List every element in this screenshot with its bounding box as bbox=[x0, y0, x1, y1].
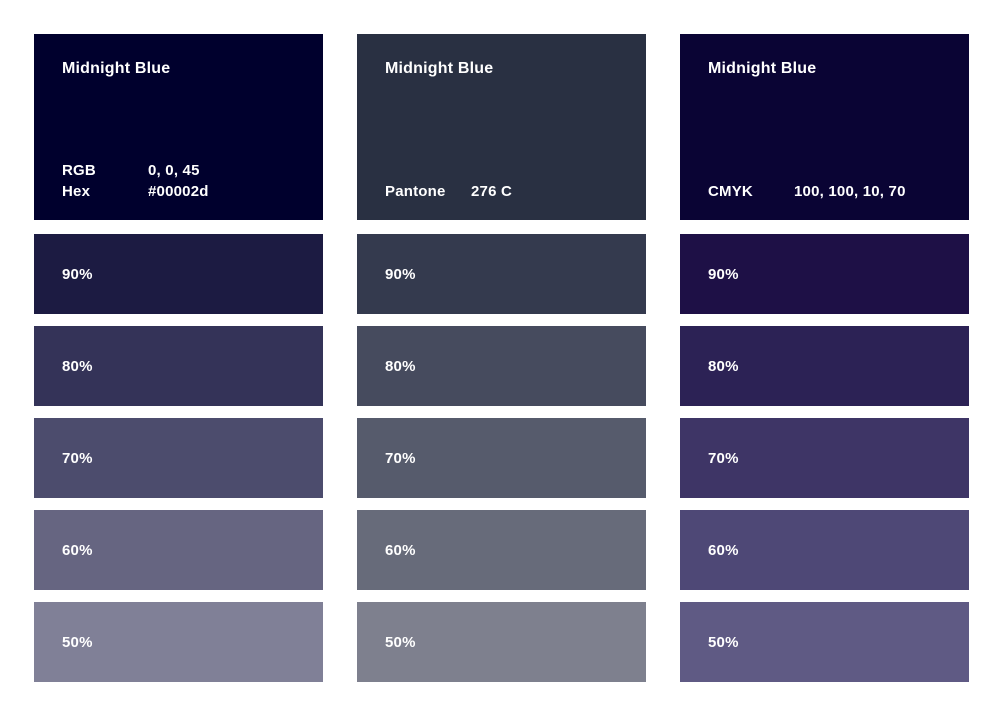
tint-label: 60% bbox=[62, 541, 93, 559]
color-card-cmyk: Midnight Blue CMYK 100, 100, 10, 70 bbox=[680, 34, 969, 220]
spec-label: Hex bbox=[62, 183, 91, 200]
tint-label: 80% bbox=[62, 357, 93, 375]
tint-label: 70% bbox=[385, 449, 416, 467]
tint-label: 60% bbox=[385, 541, 416, 559]
spec-value: #00002d bbox=[148, 183, 209, 200]
tint-label: 50% bbox=[708, 633, 739, 651]
tint-swatch-80: 80% bbox=[680, 326, 969, 406]
tint-swatch-80: 80% bbox=[34, 326, 323, 406]
tint-swatch-80: 80% bbox=[357, 326, 646, 406]
tint-label: 90% bbox=[62, 265, 93, 283]
tint-label: 80% bbox=[385, 357, 416, 375]
tint-swatch-90: 90% bbox=[357, 234, 646, 314]
color-name: Midnight Blue bbox=[385, 60, 494, 77]
spec-row-pantone: Pantone 276 C bbox=[385, 181, 626, 202]
color-name: Midnight Blue bbox=[708, 60, 817, 77]
tint-swatch-50: 50% bbox=[680, 602, 969, 682]
tint-swatch-70: 70% bbox=[34, 418, 323, 498]
spec-row-cmyk: CMYK 100, 100, 10, 70 bbox=[708, 181, 949, 202]
tint-label: 50% bbox=[385, 633, 416, 651]
tint-label: 80% bbox=[708, 357, 739, 375]
spec-value: 276 C bbox=[471, 183, 513, 200]
tint-label: 50% bbox=[62, 633, 93, 651]
spec-block: RGB 0, 0, 45 Hex #00002d bbox=[62, 160, 303, 202]
spec-label: CMYK bbox=[708, 183, 753, 200]
tint-swatch-50: 50% bbox=[34, 602, 323, 682]
color-card-rgb: Midnight Blue RGB 0, 0, 45 Hex #00002d bbox=[34, 34, 323, 220]
spec-block: Pantone 276 C bbox=[385, 181, 626, 202]
spec-row-hex: Hex #00002d bbox=[62, 181, 303, 202]
tint-swatch-70: 70% bbox=[680, 418, 969, 498]
color-column-cmyk: Midnight Blue CMYK 100, 100, 10, 70 90% … bbox=[680, 34, 969, 682]
spec-value: 100, 100, 10, 70 bbox=[794, 183, 906, 200]
color-name: Midnight Blue bbox=[62, 60, 171, 77]
spec-value: 0, 0, 45 bbox=[148, 162, 200, 179]
spec-block: CMYK 100, 100, 10, 70 bbox=[708, 181, 949, 202]
tint-swatch-60: 60% bbox=[680, 510, 969, 590]
color-card-pantone: Midnight Blue Pantone 276 C bbox=[357, 34, 646, 220]
tint-swatch-50: 50% bbox=[357, 602, 646, 682]
tint-label: 70% bbox=[62, 449, 93, 467]
tint-swatch-60: 60% bbox=[34, 510, 323, 590]
tint-swatch-90: 90% bbox=[34, 234, 323, 314]
tint-label: 60% bbox=[708, 541, 739, 559]
spec-label: Pantone bbox=[385, 183, 446, 200]
tint-label: 70% bbox=[708, 449, 739, 467]
color-column-pantone: Midnight Blue Pantone 276 C 90% 80% 70% … bbox=[357, 34, 646, 682]
tint-swatch-90: 90% bbox=[680, 234, 969, 314]
tint-swatch-60: 60% bbox=[357, 510, 646, 590]
tint-swatch-70: 70% bbox=[357, 418, 646, 498]
tint-label: 90% bbox=[385, 265, 416, 283]
spec-label: RGB bbox=[62, 162, 96, 179]
tint-label: 90% bbox=[708, 265, 739, 283]
spec-row-rgb: RGB 0, 0, 45 bbox=[62, 160, 303, 181]
color-column-rgb: Midnight Blue RGB 0, 0, 45 Hex #00002d 9… bbox=[34, 34, 323, 682]
